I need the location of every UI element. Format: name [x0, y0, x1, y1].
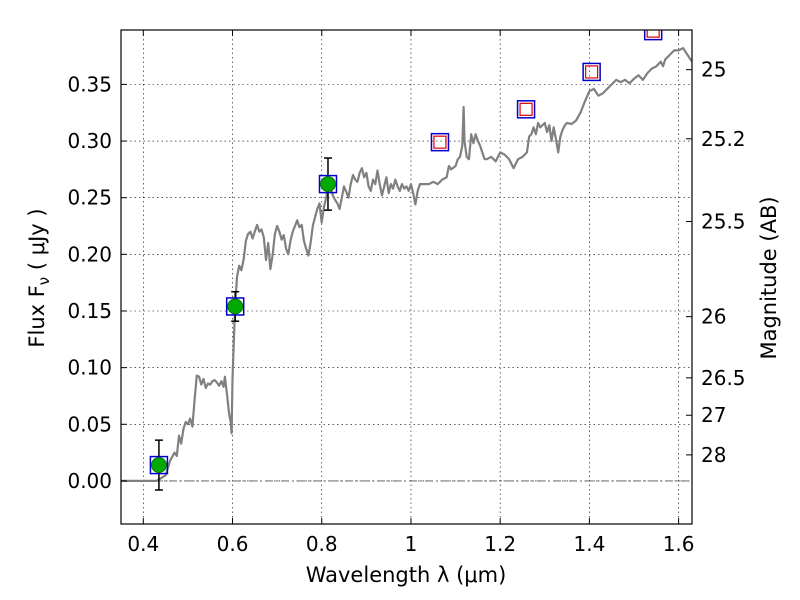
y-tick-label: 0.15 — [67, 299, 112, 323]
y2-tick-label: 26 — [701, 305, 726, 329]
y-tick-label: 0.05 — [67, 412, 112, 436]
detection-point — [227, 298, 244, 315]
detection-point — [151, 457, 167, 473]
y2-tick-label: 28 — [701, 443, 726, 467]
x-tick-label: 1.6 — [663, 532, 695, 556]
detection-point — [320, 176, 336, 192]
upper-limit-box — [582, 62, 601, 82]
y2-tick-label: 25.2 — [701, 127, 746, 151]
upper-limit-box — [643, 30, 663, 41]
secondary-y-axis-label: Magnitude (AB) — [757, 196, 781, 359]
y2-tick-label: 27 — [701, 403, 726, 427]
x-tick-label: 1.2 — [484, 532, 516, 556]
y2-tick-label: 26.5 — [701, 366, 746, 390]
y-axis-label: Flux Fν ( μJy ) — [25, 208, 53, 347]
upper-limit-marker — [585, 65, 599, 79]
detection-box — [149, 455, 169, 475]
x-tick-label: 0.8 — [306, 532, 338, 556]
y-tick-label: 0.35 — [67, 72, 112, 96]
y-tick-label: 0.00 — [67, 469, 112, 493]
detection-box — [318, 174, 338, 194]
y-axis-label-unit: ( μJy ) — [25, 208, 49, 276]
y-axis-label-subscript: ν — [35, 277, 53, 285]
upper-limit-marker — [519, 102, 533, 116]
model-spectrum-line — [121, 47, 692, 482]
x-tick-label: 1.4 — [573, 532, 605, 556]
y-tick-label: 0.30 — [67, 129, 112, 153]
x-axis-label: Wavelength λ (μm) — [306, 563, 507, 587]
y-axis-label-main: Flux F — [25, 285, 49, 347]
y-tick-label: 0.10 — [67, 356, 112, 380]
x-tick-label: 1 — [405, 532, 418, 556]
upper-limit-box — [430, 132, 450, 152]
plot-area — [121, 30, 692, 491]
upper-limit-marker — [433, 135, 447, 149]
y2-tick-label: 25 — [701, 58, 726, 82]
y2-tick-label: 25.5 — [701, 209, 746, 233]
upper-limit-marker — [646, 30, 660, 38]
y-tick-label: 0.20 — [67, 242, 112, 266]
x-tick-label: 0.4 — [127, 532, 159, 556]
y-tick-label: 0.25 — [67, 186, 112, 210]
ticks-layer: 0.4 0.6 0.8 1 1.2 1.4 1.6 0.00 0.05 0.10 0.15 0.20 0… — [67, 30, 746, 556]
plot-frame — [120, 29, 693, 525]
detection-box — [225, 297, 245, 316]
grid-layer — [121, 30, 692, 524]
upper-limit-box — [516, 100, 536, 119]
x-tick-label: 0.6 — [217, 532, 249, 556]
